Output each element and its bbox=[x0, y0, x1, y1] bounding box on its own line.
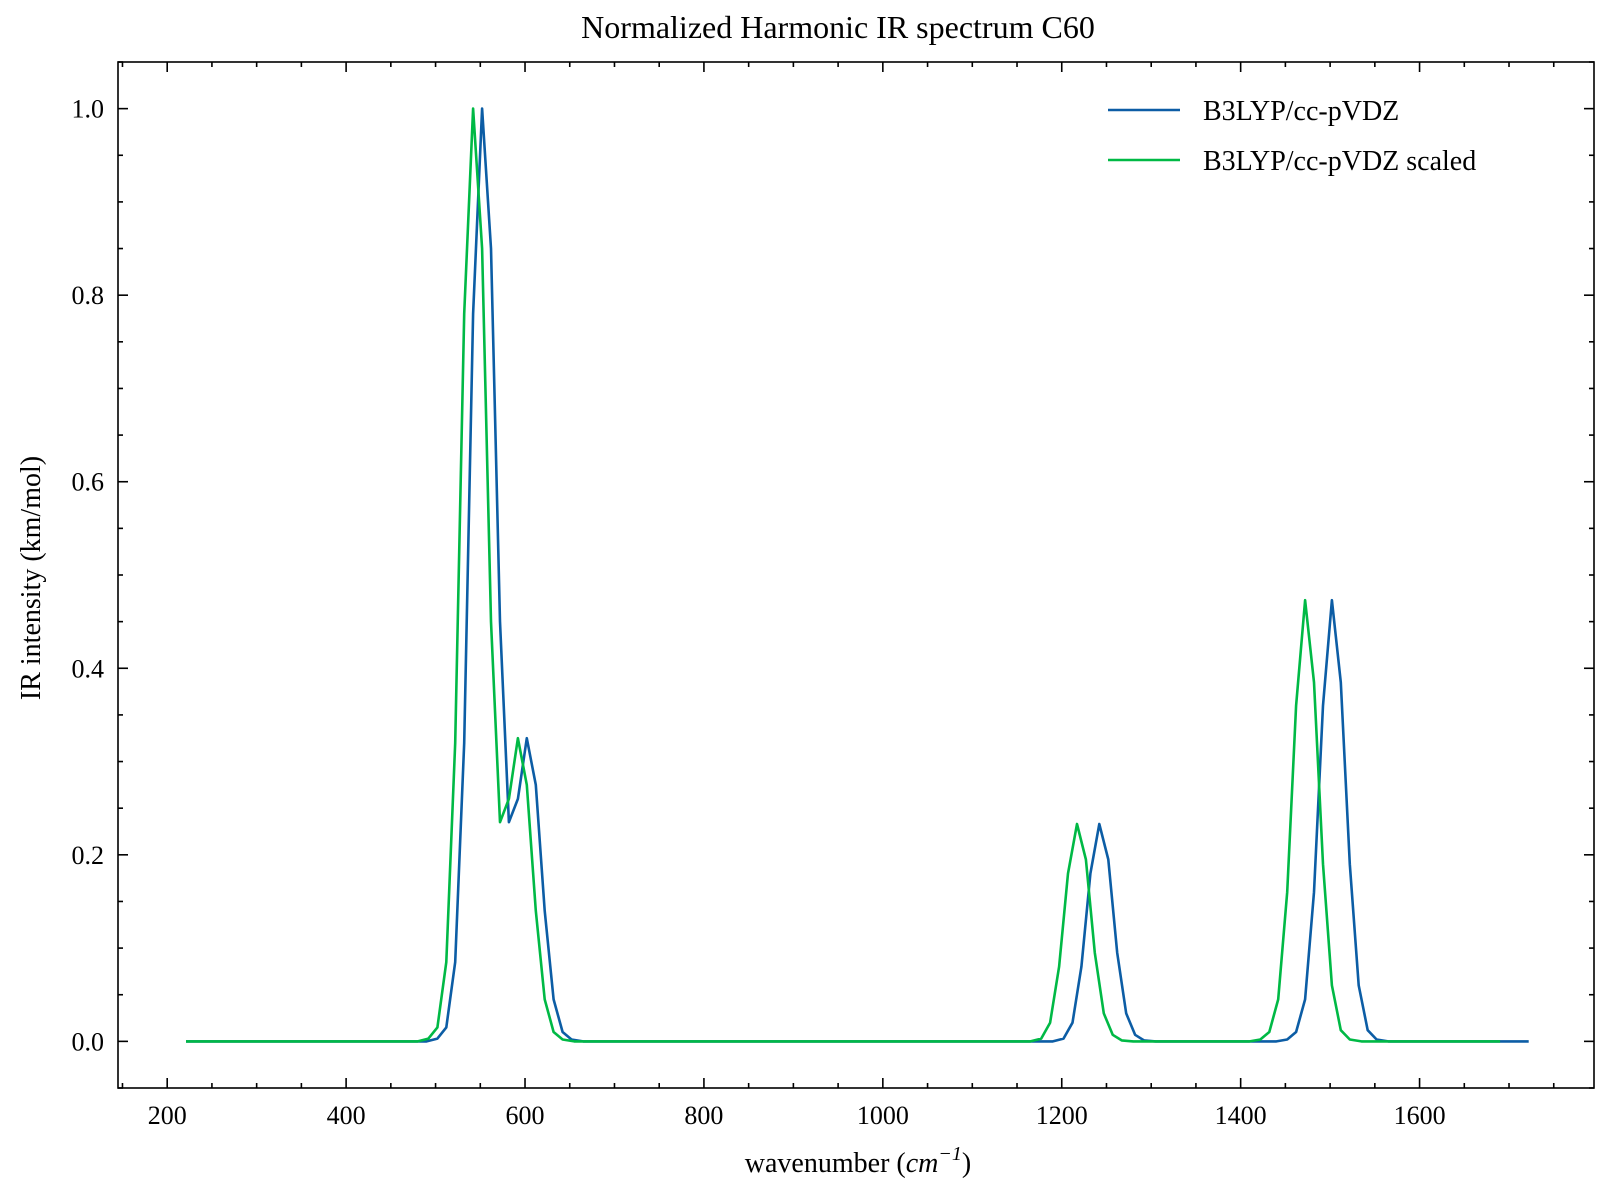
legend-label-1: B3LYP/cc-pVDZ scaled bbox=[1203, 146, 1476, 177]
y-tick-label: 0.8 bbox=[72, 281, 105, 310]
plot-area bbox=[117, 61, 1595, 1089]
y-tick-label: 0.4 bbox=[72, 654, 105, 683]
y-tick-label: 1.0 bbox=[72, 95, 105, 124]
x-axis-title: wavenumber (cm−1) bbox=[745, 1143, 971, 1179]
x-axis-title-exponent: −1 bbox=[938, 1143, 962, 1165]
x-tick-labels: 200 400 600 800 1000 1200 1400 1600 bbox=[148, 1101, 1446, 1130]
x-tick-label: 1400 bbox=[1215, 1101, 1267, 1130]
x-tick-label: 1000 bbox=[857, 1101, 909, 1130]
legend-label-0: B3LYP/cc-pVDZ bbox=[1203, 96, 1399, 127]
legend: B3LYP/cc-pVDZ B3LYP/cc-pVDZ scaled bbox=[1108, 96, 1476, 177]
x-tick-label: 600 bbox=[506, 1101, 545, 1130]
x-tick-label: 1600 bbox=[1394, 1101, 1446, 1130]
chart-title: Normalized Harmonic IR spectrum C60 bbox=[581, 9, 1095, 45]
x-axis-title-unit: cm bbox=[906, 1148, 939, 1179]
series-line-1 bbox=[186, 107, 1501, 1043]
x-axis-title-close: ) bbox=[962, 1148, 971, 1179]
y-tick-label: 0.2 bbox=[72, 841, 105, 870]
x-tick-label: 400 bbox=[327, 1101, 366, 1130]
y-tick-label: 0.0 bbox=[72, 1027, 105, 1056]
y-tick-label: 0.6 bbox=[72, 468, 105, 497]
x-tick-label: 1200 bbox=[1036, 1101, 1088, 1130]
y-tick-labels: 0.0 0.2 0.4 0.6 0.8 1.0 bbox=[72, 95, 105, 1057]
x-axis-title-text: wavenumber ( bbox=[745, 1148, 906, 1179]
series-layer bbox=[186, 107, 1529, 1043]
ticks-layer bbox=[118, 61, 1594, 1089]
y-axis-title: IR intensity (km/mol) bbox=[16, 456, 47, 700]
plot-frame bbox=[117, 61, 1595, 1089]
x-tick-label: 800 bbox=[684, 1101, 723, 1130]
series-line-0 bbox=[186, 107, 1529, 1043]
x-tick-label: 200 bbox=[148, 1101, 187, 1130]
